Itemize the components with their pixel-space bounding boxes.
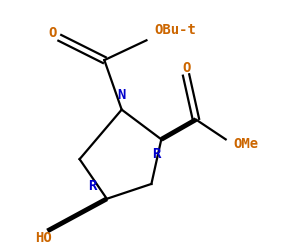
Text: R: R bbox=[88, 179, 96, 193]
Text: HO: HO bbox=[35, 231, 52, 246]
Text: OBu-t: OBu-t bbox=[154, 23, 196, 37]
Text: OMe: OMe bbox=[233, 137, 258, 151]
Text: R: R bbox=[152, 147, 160, 161]
Text: O: O bbox=[182, 61, 190, 74]
Text: N: N bbox=[117, 88, 126, 102]
Text: O: O bbox=[48, 26, 57, 40]
